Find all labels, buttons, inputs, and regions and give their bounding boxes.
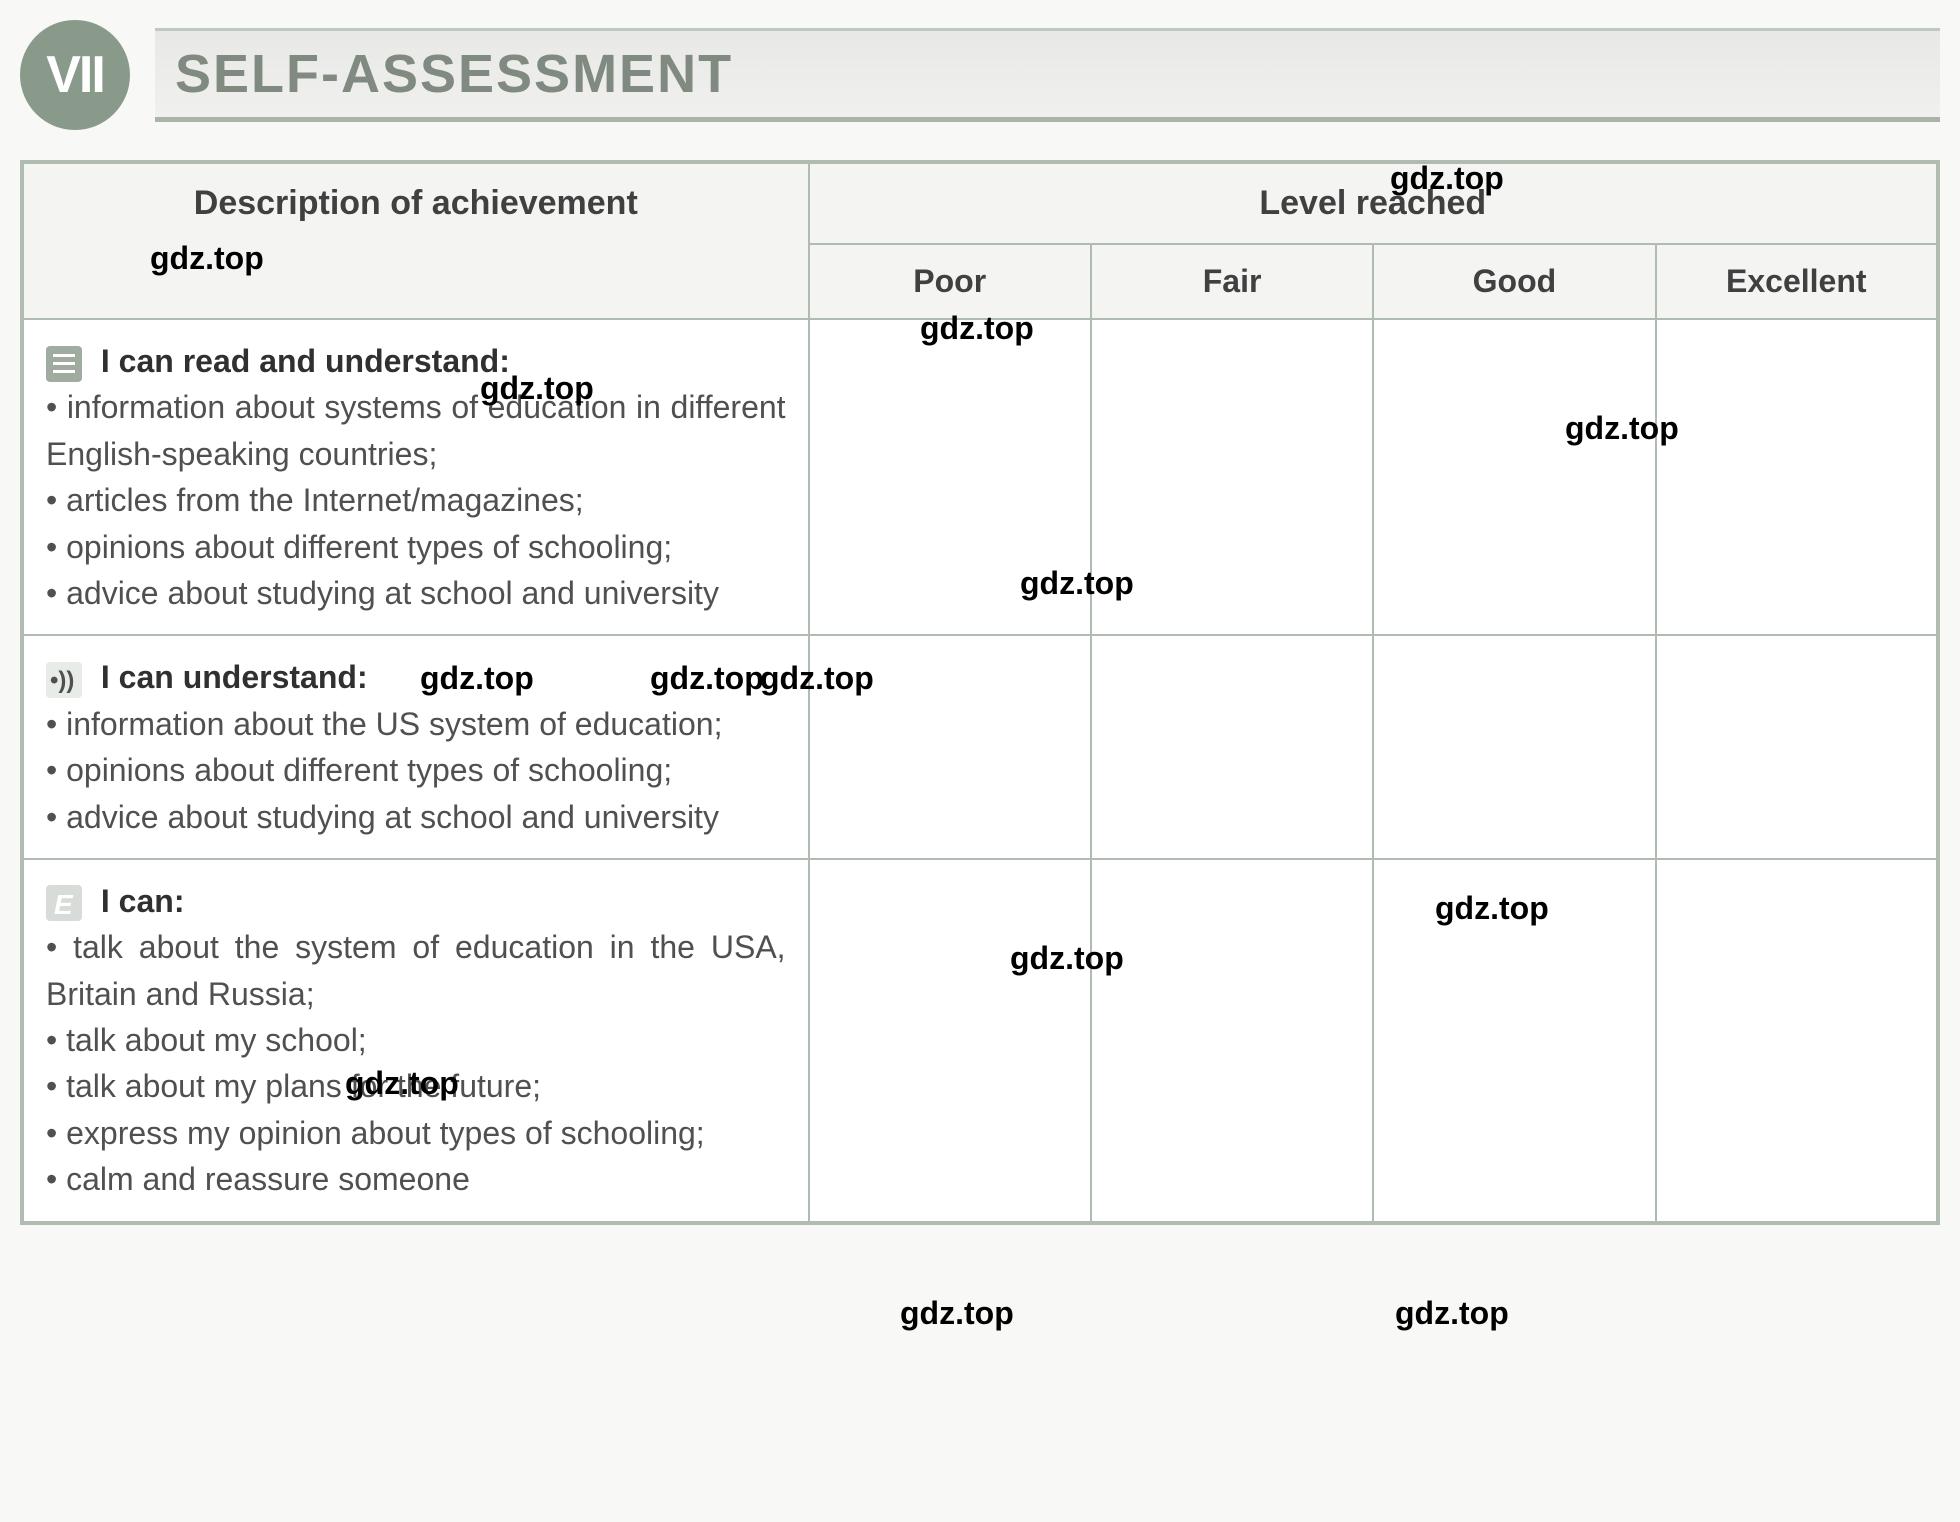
item-text: advice about studying at school and univ… — [66, 799, 719, 835]
item-text: opinions about different types of school… — [66, 529, 672, 565]
roman-numeral-badge: VII — [20, 20, 130, 130]
title-bar: SELF-ASSESSMENT — [155, 28, 1940, 122]
reading-icon — [46, 346, 82, 382]
item-text: articles from the Internet/magazines; — [66, 482, 584, 518]
item-text: talk about the system of education in th… — [46, 929, 786, 1011]
level-fair-header: Fair — [1091, 244, 1373, 319]
watermark-text: gdz.top — [900, 1295, 1014, 1332]
rating-cell-good[interactable] — [1373, 635, 1655, 859]
item-list: • talk about the system of education in … — [46, 924, 786, 1202]
list-item: • talk about my plans for the future; — [46, 1063, 786, 1109]
item-list: • information about systems of education… — [46, 384, 786, 616]
item-text: calm and reassure someone — [66, 1161, 470, 1197]
list-item: • information about the US system of edu… — [46, 701, 786, 747]
rating-cell-fair[interactable] — [1091, 319, 1373, 635]
speaking-icon — [46, 885, 82, 921]
table-row: I can: • talk about the system of educat… — [22, 859, 1938, 1223]
item-text: talk about my school; — [66, 1022, 367, 1058]
list-item: • talk about my school; — [46, 1017, 786, 1063]
rating-cell-excellent[interactable] — [1656, 319, 1938, 635]
rating-cell-excellent[interactable] — [1656, 635, 1938, 859]
rating-cell-poor[interactable] — [809, 859, 1091, 1223]
rating-cell-poor[interactable] — [809, 319, 1091, 635]
list-item: • opinions about different types of scho… — [46, 524, 786, 570]
row-heading: I can read and understand: — [101, 343, 510, 379]
list-item: • articles from the Internet/magazines; — [46, 477, 786, 523]
list-item: • advice about studying at school and un… — [46, 570, 786, 616]
description-cell-listening: I can understand: • information about th… — [22, 635, 809, 859]
table-body: I can read and understand: • information… — [22, 319, 1938, 1223]
section-title: SELF-ASSESSMENT — [175, 43, 1920, 105]
rating-cell-excellent[interactable] — [1656, 859, 1938, 1223]
item-text: talk about my plans for the future; — [66, 1068, 541, 1104]
item-text: information about systems of education i… — [46, 389, 786, 471]
table-header-row-1: Description of achievement Level reached — [22, 162, 1938, 244]
level-good-header: Good — [1373, 244, 1655, 319]
list-item: • information about systems of education… — [46, 384, 786, 477]
assessment-table: Description of achievement Level reached… — [20, 160, 1940, 1225]
list-item: • opinions about different types of scho… — [46, 747, 786, 793]
table-row: I can understand: • information about th… — [22, 635, 1938, 859]
level-excellent-header: Excellent — [1656, 244, 1938, 319]
level-poor-header: Poor — [809, 244, 1091, 319]
list-item: • express my opinion about types of scho… — [46, 1110, 786, 1156]
page-wrapper: VII SELF-ASSESSMENT Description of achie… — [20, 20, 1940, 1225]
list-item: • calm and reassure someone — [46, 1156, 786, 1202]
item-text: advice about studying at school and univ… — [66, 575, 719, 611]
level-reached-header: Level reached — [809, 162, 1938, 244]
header-container: VII SELF-ASSESSMENT — [20, 20, 1940, 130]
description-column-header: Description of achievement — [22, 162, 809, 319]
description-cell-reading: I can read and understand: • information… — [22, 319, 809, 635]
list-item: • advice about studying at school and un… — [46, 794, 786, 840]
list-item: • talk about the system of education in … — [46, 924, 786, 1017]
listening-icon — [46, 662, 82, 698]
rating-cell-good[interactable] — [1373, 859, 1655, 1223]
rating-cell-fair[interactable] — [1091, 635, 1373, 859]
item-text: information about the US system of educa… — [66, 706, 722, 742]
item-list: • information about the US system of edu… — [46, 701, 786, 840]
item-text: opinions about different types of school… — [66, 752, 672, 788]
description-cell-speaking: I can: • talk about the system of educat… — [22, 859, 809, 1223]
rating-cell-poor[interactable] — [809, 635, 1091, 859]
roman-numeral-text: VII — [46, 45, 104, 105]
row-heading: I can understand: — [101, 659, 368, 695]
item-text: express my opinion about types of school… — [66, 1115, 705, 1151]
table-row: I can read and understand: • information… — [22, 319, 1938, 635]
rating-cell-fair[interactable] — [1091, 859, 1373, 1223]
watermark-text: gdz.top — [1395, 1295, 1509, 1332]
rating-cell-good[interactable] — [1373, 319, 1655, 635]
row-heading: I can: — [101, 883, 185, 919]
